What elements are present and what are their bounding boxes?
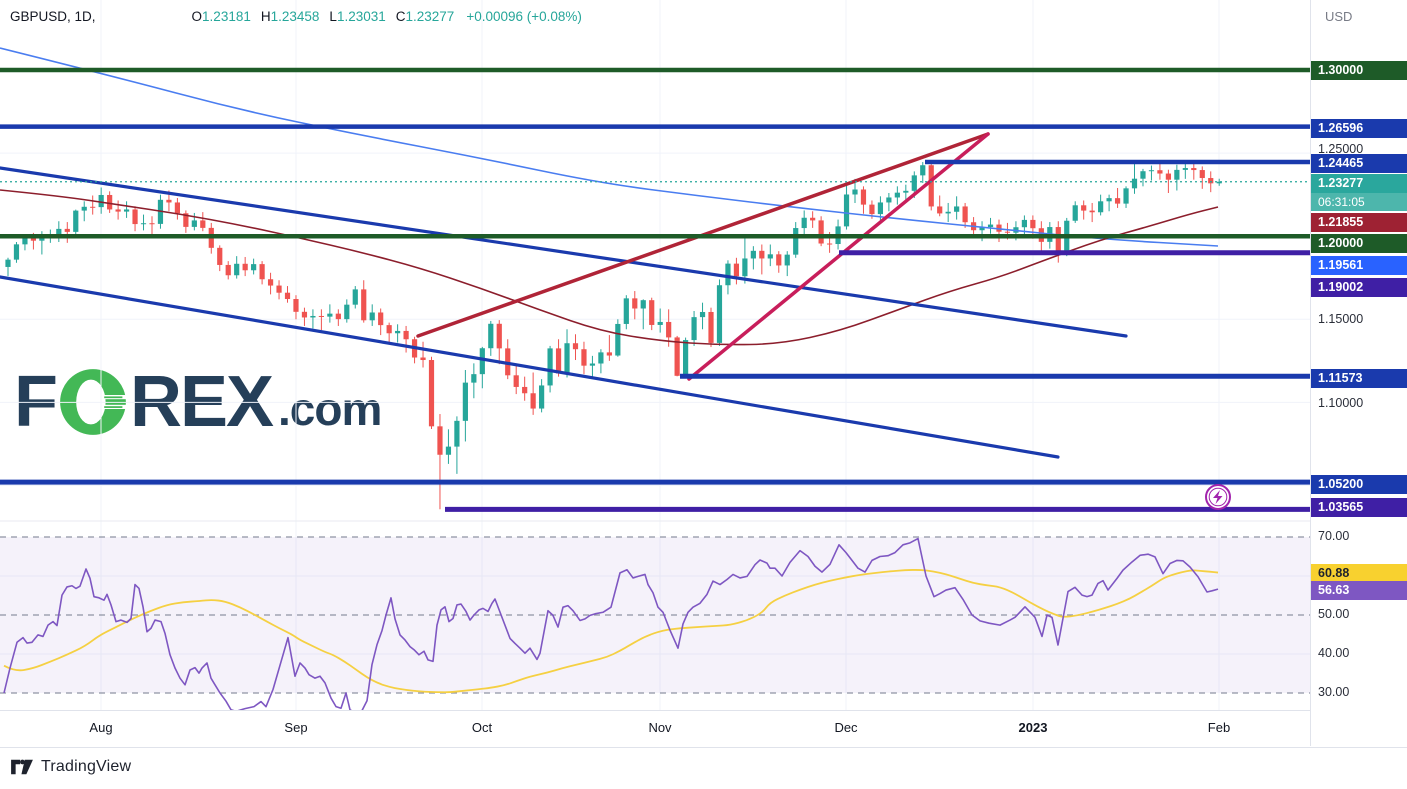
symbol-legend[interactable]: GBPUSD, 1D, O1.23181 H1.23458 L1.23031 C… (10, 9, 582, 24)
tradingview-brand-text[interactable]: TradingView (41, 758, 132, 775)
ohlc-low: L1.23031 (329, 9, 386, 24)
tradingview-logo-icon (11, 759, 33, 775)
rsi-line (3, 537, 1219, 710)
bar-countdown: 06:31:05 (1311, 193, 1407, 211)
price-tick: 70.00 (1318, 529, 1350, 543)
channel-upper[interactable] (0, 166, 1128, 338)
ohlc-open: O1.23181 (191, 9, 251, 24)
price-level-label: 60.88 (1311, 563, 1407, 583)
price-axis[interactable]: USD 1.25000 1.15000 1.10000 70.00 50.00 40.00… (1310, 0, 1407, 746)
price-tick: 50.00 (1318, 607, 1350, 621)
price-level-label: 1.03565 (1311, 497, 1407, 517)
ohlc-close: C1.23277 (395, 9, 455, 24)
time-label: Aug (89, 720, 113, 735)
current-price-label: 1.23277 06:31:05 (1311, 174, 1407, 211)
price-tick: 1.15000 (1318, 312, 1364, 326)
price-level-label: 1.26596 (1311, 118, 1407, 138)
wedge-lower[interactable] (687, 132, 990, 381)
channel-lower[interactable] (0, 275, 1060, 459)
flash-icon[interactable] (1205, 484, 1231, 510)
price-level-label: 1.11573 (1311, 368, 1407, 388)
time-label: Sep (284, 720, 308, 735)
price-level-label: 56.63 (1311, 580, 1407, 600)
chart-canvas[interactable] (0, 0, 1310, 746)
blue-ma-line (0, 47, 1219, 247)
time-label: Nov (648, 720, 672, 735)
time-label: Feb (1207, 720, 1231, 735)
price-tick: 30.00 (1318, 685, 1350, 699)
tradingview-footer[interactable]: TradingView (10, 757, 131, 777)
red-ma-line (0, 189, 1219, 346)
rsi-ma-line (3, 569, 1219, 694)
price-change: +0.00096 (+0.08%) (466, 9, 582, 24)
time-label: Dec (834, 720, 858, 735)
price-level-label: 1.05200 (1311, 474, 1407, 494)
price-level-label: 1.19002 (1311, 277, 1407, 297)
time-label: 2023 (1018, 720, 1048, 735)
time-label: Oct (471, 720, 493, 735)
candles (5, 161, 1222, 510)
watermark-dot-com: .com (278, 383, 382, 435)
price-level-label: 1.21855 (1311, 212, 1407, 232)
price-tick: 1.10000 (1318, 396, 1364, 410)
time-axis[interactable]: Aug Sep Oct Nov Dec 2023 Feb (0, 710, 1407, 748)
price-tick: 40.00 (1318, 646, 1350, 660)
price-level-label: 1.20000 (1311, 233, 1407, 253)
price-level-label: 1.30000 (1311, 60, 1407, 80)
symbol-title[interactable]: GBPUSD, 1D, (10, 9, 96, 24)
rsi-pane[interactable] (3, 537, 1219, 714)
ohlc-high: H1.23458 (260, 9, 320, 24)
price-level-label: 1.19561 (1311, 255, 1407, 275)
price-level-label: 1.24465 (1311, 153, 1407, 173)
price-tick: 1.25000 (1318, 142, 1364, 156)
axis-currency-label: USD (1325, 9, 1353, 24)
